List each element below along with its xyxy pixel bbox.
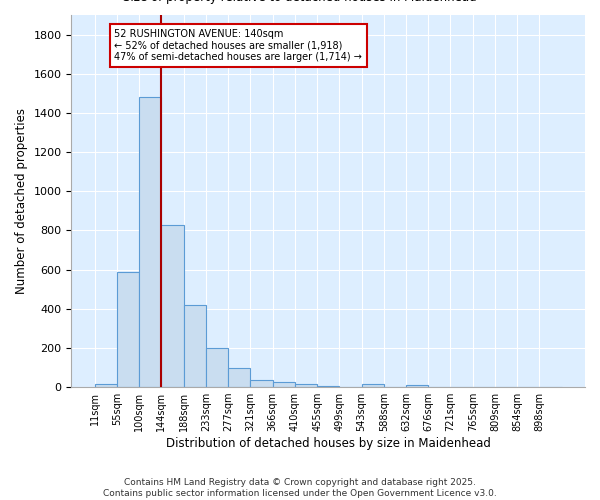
Text: 52 RUSHINGTON AVENUE: 140sqm
← 52% of detached houses are smaller (1,918)
47% of: 52 RUSHINGTON AVENUE: 140sqm ← 52% of de… xyxy=(115,28,362,62)
Bar xyxy=(139,97,161,387)
Text: Size of property relative to detached houses in Maidenhead: Size of property relative to detached ho… xyxy=(123,0,477,4)
Bar xyxy=(228,368,250,387)
Bar xyxy=(295,384,317,387)
Bar xyxy=(117,272,139,387)
X-axis label: Distribution of detached houses by size in Maidenhead: Distribution of detached houses by size … xyxy=(166,437,491,450)
Bar xyxy=(362,384,384,387)
Bar xyxy=(184,305,206,387)
Bar xyxy=(250,380,272,387)
Text: Contains HM Land Registry data © Crown copyright and database right 2025.
Contai: Contains HM Land Registry data © Crown c… xyxy=(103,478,497,498)
Bar xyxy=(406,384,428,387)
Bar xyxy=(317,386,340,387)
Y-axis label: Number of detached properties: Number of detached properties xyxy=(15,108,28,294)
Bar xyxy=(272,382,295,387)
Bar xyxy=(95,384,117,387)
Bar xyxy=(161,224,184,387)
Bar xyxy=(206,348,228,387)
